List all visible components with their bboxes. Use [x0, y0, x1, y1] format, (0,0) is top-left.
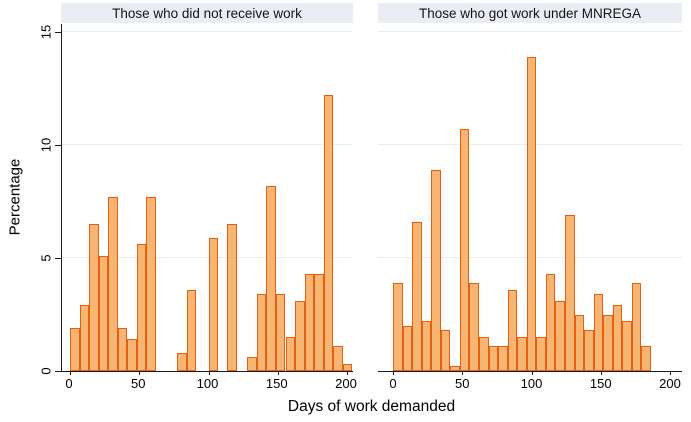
bar: [127, 339, 137, 371]
bar: [631, 282, 642, 371]
plot-area-no-work: [61, 24, 353, 375]
bar: [469, 282, 479, 371]
bar: [488, 346, 499, 371]
bar: [412, 221, 422, 371]
x-tick: [462, 371, 464, 375]
x-tick-label: 100: [520, 376, 543, 391]
y-tick-label: 0: [38, 367, 54, 375]
bar: [146, 196, 156, 371]
x-tick: [277, 371, 279, 375]
bar: [323, 95, 334, 371]
bar: [402, 325, 413, 371]
bar: [526, 56, 537, 371]
bar: [314, 273, 324, 371]
x-tick: [70, 371, 71, 375]
x-tick-label: 100: [196, 376, 219, 391]
gridline-5: [62, 257, 353, 258]
bar: [574, 314, 585, 371]
bar: [256, 294, 267, 371]
y-tick: [55, 371, 61, 372]
bar: [421, 321, 432, 371]
panel-title-got-work: Those who got work under MNREGA: [378, 3, 682, 23]
bar: [108, 196, 118, 371]
x-tick-label: 0: [389, 376, 397, 391]
bar: [295, 300, 305, 371]
y-tick-label: 15: [38, 24, 54, 40]
bar: [79, 305, 90, 371]
bar: [584, 330, 594, 371]
bar: [304, 273, 315, 371]
x-axis-title: Days of work demanded: [287, 398, 456, 415]
x-tick-label: 50: [455, 376, 470, 391]
bar: [622, 321, 632, 371]
y-tick: [55, 32, 61, 33]
gridline-10: [62, 144, 353, 145]
y-axis-title: Percentage: [6, 158, 24, 236]
bar: [565, 215, 575, 371]
panel-no-work: Those who did not receive work: [61, 3, 353, 375]
bar: [98, 255, 109, 371]
x-tick: [531, 371, 533, 375]
bar: [536, 337, 546, 371]
panel-got-work: Those who got work under MNREGA: [378, 3, 682, 375]
plot-area-got-work: [378, 24, 682, 375]
bar: [393, 282, 403, 371]
bar: [459, 129, 470, 371]
x-tick-label: 0: [65, 376, 73, 391]
bar: [186, 289, 197, 371]
gridline-15: [378, 31, 682, 32]
y-tick: [55, 258, 61, 259]
bar: [545, 273, 556, 371]
bar: [285, 337, 296, 371]
bar: [177, 352, 187, 371]
gridline-15: [62, 31, 353, 32]
bar: [247, 357, 257, 371]
bar: [89, 224, 99, 371]
bar: [136, 244, 147, 371]
bar: [440, 330, 451, 371]
x-tick: [347, 371, 348, 375]
x-tick: [670, 371, 671, 375]
bar: [117, 328, 128, 371]
bar: [517, 337, 527, 371]
x-tick-label: 50: [131, 376, 146, 391]
panel-title-no-work: Those who did not receive work: [61, 3, 353, 23]
bar: [450, 366, 460, 371]
bar: [70, 328, 80, 371]
bar: [479, 337, 489, 371]
bar: [555, 300, 565, 371]
y-tick: [55, 145, 61, 146]
x-tick-label: 200: [659, 376, 681, 391]
y-tick-label: 5: [38, 254, 54, 262]
bar: [342, 364, 353, 371]
x-tick: [600, 371, 602, 375]
x-tick: [393, 371, 394, 375]
bar: [431, 169, 441, 371]
bar: [603, 314, 613, 371]
x-tick: [139, 371, 141, 375]
bar: [333, 346, 343, 371]
y-tick-label: 10: [38, 137, 54, 153]
bar: [507, 289, 518, 371]
bar: [612, 305, 623, 371]
x-tick-label: 150: [265, 376, 288, 391]
bar: [208, 237, 219, 371]
bar: [498, 346, 508, 371]
bar: [266, 185, 276, 371]
bar: [593, 294, 604, 371]
bar: [275, 294, 286, 371]
bar: [641, 346, 652, 371]
x-tick: [208, 371, 210, 375]
x-tick-label: 200: [335, 376, 357, 391]
bar: [227, 224, 237, 371]
x-tick-label: 150: [589, 376, 612, 391]
